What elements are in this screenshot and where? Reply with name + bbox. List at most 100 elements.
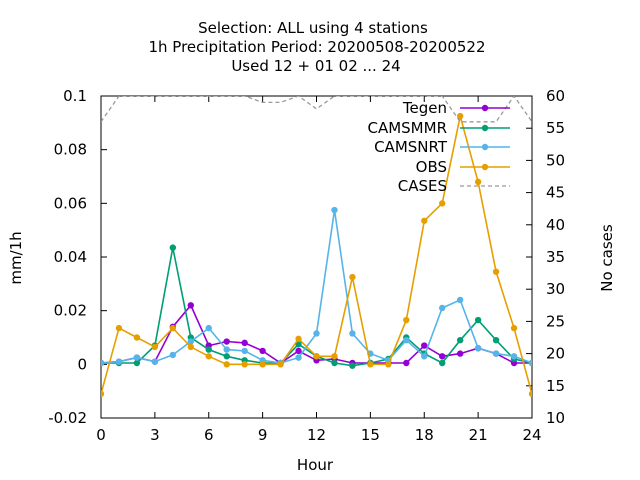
legend-label-camsnrt: CAMSNRT — [374, 138, 448, 156]
series-line-camsmmr — [101, 247, 532, 367]
point-obs — [421, 217, 428, 224]
point-obs — [528, 390, 532, 398]
point-camsmmr — [133, 359, 141, 367]
y2-tick-label: 40 — [546, 216, 565, 234]
chart-title: Selection: ALL using 4 stations 1h Preci… — [148, 19, 485, 75]
point-camsnrt — [133, 354, 141, 361]
point-tegen — [403, 359, 410, 367]
point-obs — [205, 353, 212, 360]
point-obs — [295, 335, 302, 343]
y2-tick-label: 45 — [546, 184, 565, 202]
legend-marker-tegen — [481, 104, 489, 112]
x-tick-label: 12 — [307, 426, 326, 444]
point-tegen — [259, 347, 266, 355]
y2-tick-label: 20 — [546, 345, 565, 363]
point-obs — [474, 178, 482, 186]
point-obs — [331, 353, 338, 360]
series-camsnrt — [101, 206, 532, 367]
title-line-1: Selection: ALL using 4 stations — [198, 19, 428, 37]
y-tick-label: 0.04 — [54, 248, 87, 266]
point-obs — [510, 324, 518, 332]
point-obs — [259, 361, 266, 368]
point-obs — [367, 361, 374, 368]
y2-tick-label: 60 — [546, 87, 565, 105]
series-layer — [101, 96, 532, 398]
point-camsnrt — [101, 359, 105, 367]
y2-tick-label: 30 — [546, 280, 565, 298]
point-obs — [313, 353, 320, 360]
x-tick-label: 21 — [469, 426, 488, 444]
point-camsnrt — [474, 345, 482, 352]
point-tegen — [421, 342, 428, 349]
y2-tick-label: 35 — [546, 248, 565, 266]
point-obs — [349, 273, 356, 281]
point-obs — [151, 343, 159, 351]
y-axis-label: mm/1h — [7, 231, 25, 284]
x-tick-label: 0 — [96, 426, 106, 444]
point-camsmmr — [205, 346, 212, 353]
point-tegen — [241, 339, 248, 347]
point-camsmmr — [492, 336, 500, 344]
y2-tick-label: 15 — [546, 377, 565, 395]
point-tegen — [223, 338, 230, 345]
point-obs — [385, 361, 392, 368]
point-camsmmr — [223, 353, 230, 360]
y-tick-label: -0.02 — [48, 409, 87, 427]
point-camsnrt — [205, 324, 212, 332]
point-camsnrt — [421, 353, 428, 360]
x-tick-label: 9 — [258, 426, 268, 444]
point-camsnrt — [349, 330, 356, 337]
legend-label-tegen: Tegen — [402, 99, 447, 117]
point-camsnrt — [492, 350, 500, 357]
point-obs — [456, 112, 464, 120]
y-tick-label: 0.06 — [54, 194, 87, 212]
point-camsnrt — [439, 304, 446, 312]
y2-axis-label: No cases — [598, 224, 616, 292]
legend-marker-obs — [481, 163, 489, 171]
legend-label-obs: OBS — [416, 158, 447, 176]
x-axis-label: Hour — [297, 456, 334, 474]
y-tick-label: 0 — [77, 355, 87, 373]
point-camsmmr — [349, 362, 356, 369]
point-obs — [492, 268, 500, 275]
point-tegen — [456, 350, 464, 357]
x-tick-label: 6 — [204, 426, 214, 444]
title-line-2: 1h Precipitation Period: 20200508-202005… — [148, 38, 485, 56]
legend-label-cases: CASES — [398, 177, 447, 195]
y2-tick-label: 10 — [546, 409, 565, 427]
point-obs — [277, 361, 284, 368]
point-camsnrt — [295, 354, 302, 361]
point-obs — [133, 334, 141, 341]
series-obs — [101, 112, 532, 398]
point-obs — [223, 361, 230, 368]
point-camsmmr — [456, 336, 464, 344]
point-tegen — [295, 347, 302, 355]
y-tick-label: 0.02 — [54, 302, 87, 320]
legend-label-camsmmr: CAMSMMR — [367, 119, 447, 137]
title-line-3: Used 12 + 01 02 ... 24 — [231, 57, 400, 75]
point-obs — [169, 324, 177, 332]
point-camsmmr — [169, 244, 177, 251]
y-tick-label: 0.08 — [54, 141, 87, 159]
point-obs — [187, 343, 194, 351]
point-obs — [241, 361, 248, 368]
y2-tick-label: 55 — [546, 119, 565, 137]
axes: 0 3 6 9 12 15 18 21 24 -0.02 0 0.02 0.04 0.06 0.08 0.1 1… — [48, 87, 565, 444]
x-tick-label: 15 — [361, 426, 380, 444]
point-obs — [115, 324, 123, 332]
legend-marker-camsnrt — [481, 143, 489, 151]
point-camsnrt — [115, 358, 123, 365]
y-tick-label: 0.1 — [63, 87, 87, 105]
point-tegen — [187, 302, 194, 309]
point-obs — [439, 200, 446, 207]
point-camsmmr — [474, 316, 482, 324]
point-camsnrt — [169, 351, 177, 359]
legend-marker-camsmmr — [481, 124, 489, 132]
point-camsnrt — [331, 206, 338, 214]
point-camsnrt — [151, 358, 159, 365]
y2-tick-label: 25 — [546, 312, 565, 330]
point-camsmmr — [331, 359, 338, 367]
point-camsnrt — [403, 336, 410, 344]
